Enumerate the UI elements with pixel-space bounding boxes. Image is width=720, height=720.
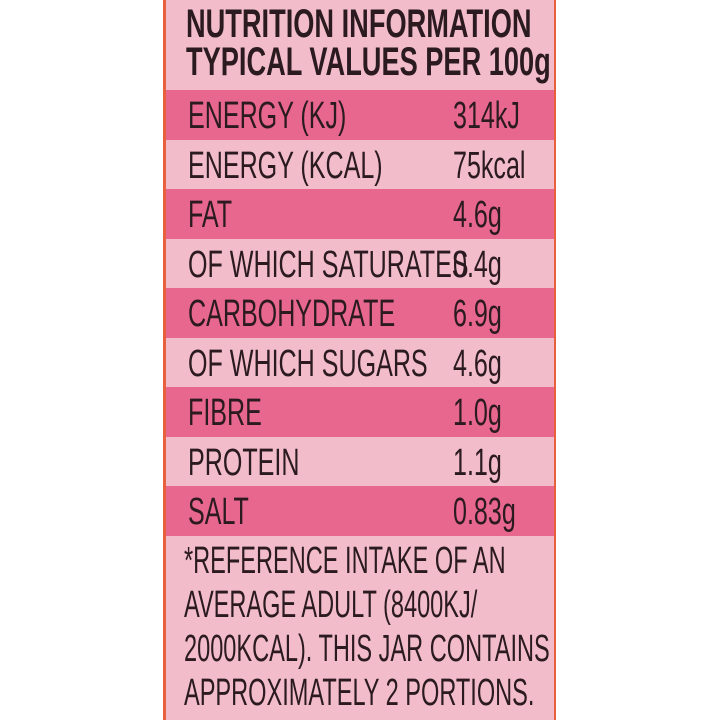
header-title: TYPICAL VALUES PER 100g: [186, 40, 551, 84]
nutrient-name: CARBOHYDRATE: [188, 293, 396, 335]
nutrient-name: SALT: [188, 491, 249, 533]
table-row: CARBOHYDRATE 6.9g: [166, 288, 554, 338]
nutrient-name: PROTEIN: [188, 441, 300, 484]
nutrient-value: 4.6g: [453, 194, 502, 236]
footnote-line: 2000KCAL). THIS JAR CONTAINS: [184, 628, 550, 670]
footnote-line: AVERAGE ADULT (8400KJ/: [184, 584, 478, 626]
table-row: FAT 4.6g: [166, 189, 554, 239]
nutrient-value: 75kcal: [453, 144, 526, 187]
table-row: OF WHICH SUGARS 4.6g: [166, 338, 554, 388]
nutrient-name: OF WHICH SUGARS: [188, 342, 428, 385]
nutrient-name: ENERGY (KJ): [188, 95, 347, 137]
nutrient-value: 1.0g: [453, 392, 502, 434]
nutrient-value: 1.1g: [453, 441, 502, 484]
nutrition-label: NUTRITION INFORMATION TYPICAL VALUES PER …: [163, 0, 556, 720]
table-row: FIBRE 1.0g: [166, 387, 554, 437]
table-row: ENERGY (KJ) 314kJ: [166, 90, 554, 140]
nutrient-name: ENERGY (KCAL): [188, 144, 383, 187]
nutrient-name: FIBRE: [188, 392, 262, 434]
table-row: OF WHICH SATURATES 0.4g: [166, 239, 554, 289]
nutrient-value: 314kJ: [453, 95, 520, 137]
nutrient-value: 0.4g: [453, 243, 502, 286]
table-row: PROTEIN 1.1g: [166, 437, 554, 487]
table-row: ENERGY (KCAL) 75kcal: [166, 140, 554, 190]
nutrient-name: OF WHICH SATURATES: [188, 243, 469, 286]
footnote-line: APPROXIMATELY 2 PORTIONS.: [184, 672, 535, 714]
nutrient-name: FAT: [188, 194, 233, 236]
nutrient-value: 6.9g: [453, 293, 502, 335]
footnote-line: *REFERENCE INTAKE OF AN: [184, 540, 506, 582]
nutrient-value: 4.6g: [453, 342, 502, 385]
header-title: NUTRITION INFORMATION: [186, 2, 532, 46]
nutrient-value: 0.83g: [453, 491, 516, 533]
table-row: SALT 0.83g: [166, 486, 554, 536]
